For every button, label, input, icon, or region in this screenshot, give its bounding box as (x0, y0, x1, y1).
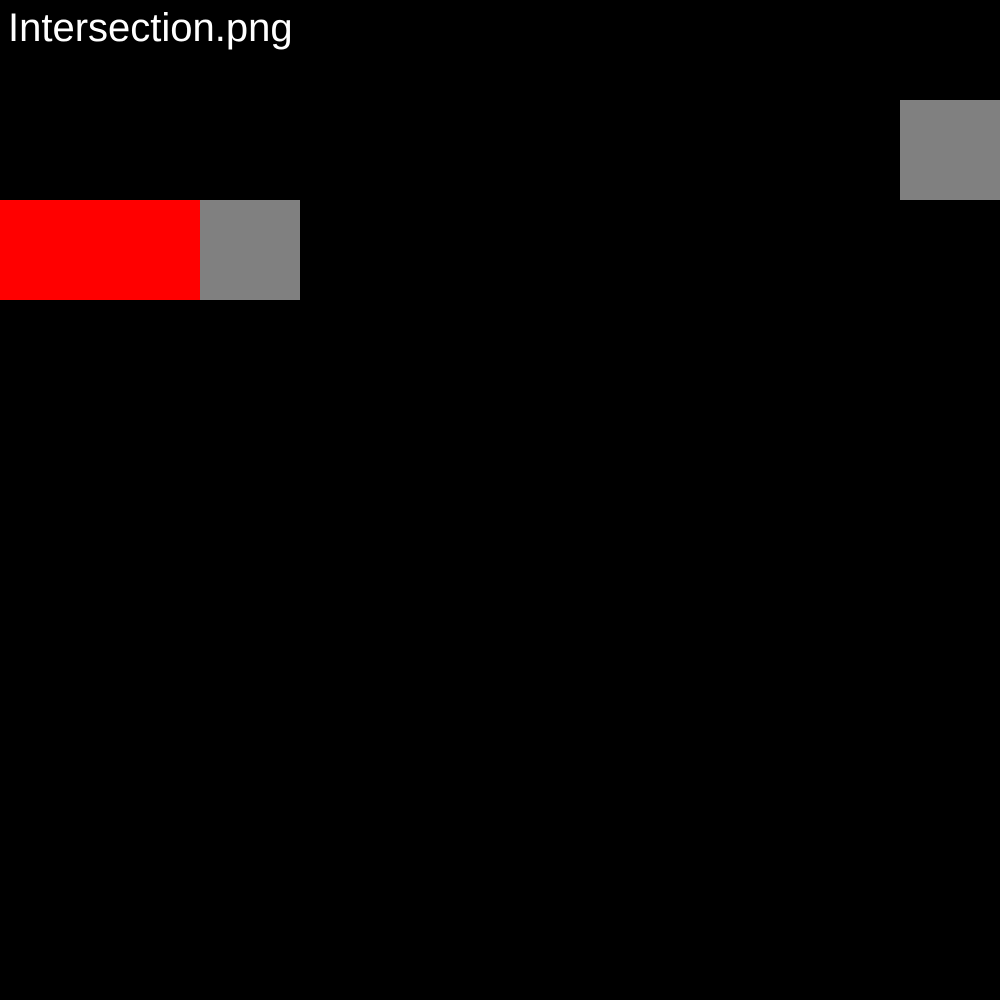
gray-block-middle (200, 200, 300, 300)
red-block (0, 200, 200, 300)
image-title: Intersection.png (8, 6, 293, 50)
gray-block-top-right (900, 100, 1000, 200)
